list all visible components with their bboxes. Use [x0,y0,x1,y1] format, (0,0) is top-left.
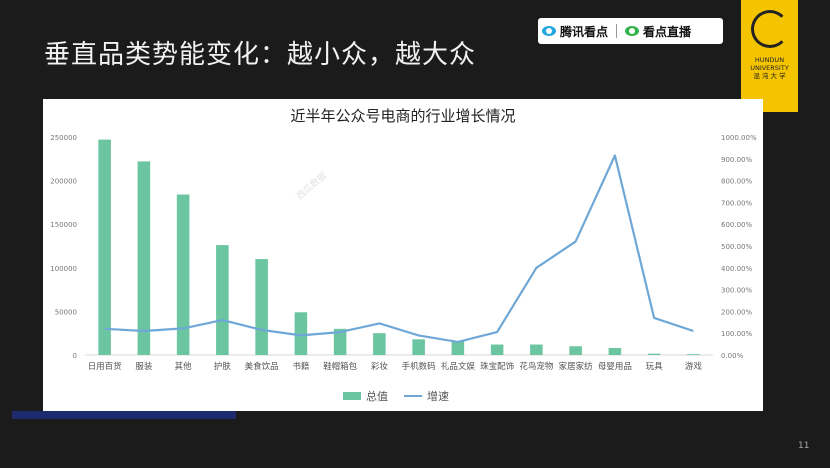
bar [176,194,190,355]
growth-chart: 0 50000 100000 150000 200000 250000 0.00% 100.0… [50,134,757,372]
y-left-tick-label: 250000 [50,134,77,142]
bar [98,139,111,355]
x-tick-label: 母婴用品 [598,362,632,372]
eye-logo-icon [542,26,556,36]
bar [687,354,700,355]
legend-label-total: 总值 [366,390,388,403]
bar [569,346,582,355]
accent-bar [12,411,236,419]
platform-badges: 腾讯看点 看点直播 [538,18,723,44]
slide-title: 垂直品类势能变化：越小众，越大众 [44,40,477,70]
badge-kandian-live: 看点直播 [621,23,695,40]
y-right-tick-label: 900.00% [721,156,752,164]
x-tick-label: 珠宝配饰 [480,361,515,372]
y-left-tick-label: 100000 [50,265,77,273]
x-tick-label: 彩妆 [371,361,389,372]
bar [137,161,151,355]
x-tick-label: 鞋帽箱包 [323,361,358,372]
legend-item-growth: 增速 [404,388,449,404]
y-right-tick-label: 700.00% [721,199,752,207]
chart-panel: 近半年公众号电商的行业增长情况 0 50000 100000 150000 200000… [43,99,763,411]
x-tick-label: 礼品文娱 [441,361,476,372]
legend-label-growth: 增速 [427,390,449,403]
legend-item-total: 总值 [343,388,388,404]
bar [255,259,268,355]
hundun-logo: HUNDUN UNIVERSITY 混 沌 大 学 [741,0,798,112]
chart-title: 近半年公众号电商的行业增长情况 [290,107,516,125]
bar [294,312,308,355]
bar [216,245,229,355]
page-number: 11 [798,441,810,451]
y-left-tick-label: 50000 [55,308,77,316]
growth-line [104,154,694,343]
bar [530,344,543,355]
x-tick-label: 日用百货 [88,361,123,372]
x-tick-label: 手机数码 [402,361,436,372]
chart-legend: 总值 增速 [343,388,449,404]
y-left-tick-label: 0 [73,352,77,360]
legend-swatch-bar [343,392,361,400]
y-right-tick-label: 800.00% [721,178,752,186]
badge-tencent-kandian: 腾讯看点 [538,23,612,40]
y-right-tick-label: 200.00% [721,308,752,316]
y-right-tick-label: 400.00% [721,265,752,273]
x-tick-label: 书籍 [292,361,309,372]
x-tick-label: 家居家纺 [559,361,594,372]
x-tick-label: 花鸟宠物 [519,361,554,372]
bar [451,341,465,355]
x-tick-label: 护肤 [214,361,232,372]
badge-left-label: 腾讯看点 [560,24,609,39]
logo-line3: 混 沌 大 学 [753,72,786,80]
x-tick-label: 服装 [135,361,153,372]
logo-line2: UNIVERSITY [750,64,789,72]
bar [608,348,622,355]
y-left-tick-label: 200000 [50,178,77,186]
badge-right-label: 看点直播 [643,24,692,39]
x-tick-label: 游戏 [685,361,703,372]
y-right-tick-label: 0.00% [721,352,744,360]
y-right-tick-label: 500.00% [721,243,752,251]
bar [412,339,425,355]
legend-swatch-line [404,395,422,397]
bar [373,333,386,355]
ring-logo-icon [750,10,789,48]
bar [490,344,504,355]
x-tick-label: 其他 [175,361,193,372]
x-tick-label: 美食饮品 [245,361,279,372]
x-tick-label: 玩具 [646,362,664,372]
y-right-tick-label: 100.00% [721,330,752,338]
y-left-tick-label: 150000 [50,221,77,229]
badge-divider [616,24,618,38]
bar [333,328,347,355]
y-right-tick-label: 300.00% [721,287,752,295]
y-right-tick-label: 600.00% [721,221,752,229]
y-right-tick-label: 1000.00% [721,134,757,142]
eye-logo-icon [625,26,640,36]
logo-line1: HUNDUN [754,56,785,64]
bar [647,353,661,355]
